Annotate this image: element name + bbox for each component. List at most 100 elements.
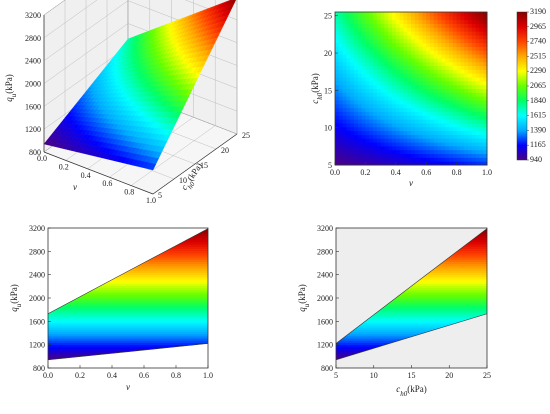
heatmap-cell xyxy=(373,96,378,101)
heatmap-cell xyxy=(346,38,351,44)
heatmap-cell xyxy=(445,57,450,63)
heatmap-cell xyxy=(350,96,355,101)
heatmap-cell xyxy=(380,153,385,158)
heatmap-cell xyxy=(395,99,401,105)
heatmap-cell xyxy=(452,88,458,93)
heatmap-cell xyxy=(380,80,385,86)
heatmap-cell xyxy=(376,12,382,17)
heatmap-cell xyxy=(399,142,404,147)
heatmap-cell xyxy=(456,99,461,105)
heatmap-cell xyxy=(361,12,366,17)
heatmap-cell xyxy=(335,145,340,151)
heatmap-cell xyxy=(445,77,450,82)
heatmap-cell xyxy=(395,19,401,24)
heatmap-cell xyxy=(449,61,454,67)
heatmap-cell xyxy=(475,157,480,162)
heatmap-cell xyxy=(479,96,484,101)
heatmap-cell xyxy=(418,138,423,143)
heatmap-cell xyxy=(384,142,389,147)
heatmap-cell xyxy=(407,57,412,63)
heatmap-cell xyxy=(346,115,351,120)
heatmap-cell xyxy=(479,157,484,162)
y-tick-label: 2000 xyxy=(317,294,333,303)
heatmap-cell xyxy=(338,65,344,70)
heatmap-cell xyxy=(464,19,469,24)
color-band xyxy=(336,320,487,324)
heatmap-cell xyxy=(456,122,461,128)
heatmap-cell xyxy=(357,27,363,32)
heatmap-cell xyxy=(456,96,461,101)
heatmap-cell xyxy=(433,88,439,93)
heatmap-cell xyxy=(350,15,355,21)
heatmap-cell xyxy=(342,73,347,78)
heatmap-cell xyxy=(418,88,423,93)
heatmap-cell xyxy=(380,38,385,44)
heatmap-cell xyxy=(407,31,412,36)
heatmap-cell xyxy=(392,142,397,147)
heatmap-cell xyxy=(407,111,412,116)
color-band xyxy=(336,307,487,311)
heatmap-cell xyxy=(376,126,382,132)
surface-patch xyxy=(149,163,157,171)
heatmap-cell xyxy=(357,130,363,135)
color-band xyxy=(336,289,487,293)
heatmap-cell xyxy=(460,65,465,70)
heatmap-cell xyxy=(471,54,477,59)
heatmap-cell xyxy=(479,38,484,44)
heatmap-cell xyxy=(411,115,416,120)
heatmap-cell xyxy=(479,92,484,97)
heatmap-cell xyxy=(346,34,351,40)
heatmap-cell xyxy=(346,134,351,139)
heatmap-cell xyxy=(441,111,446,116)
heatmap-cell xyxy=(399,61,404,67)
heatmap-cell xyxy=(338,153,344,158)
heatmap-cell xyxy=(479,145,484,151)
heatmap-cell xyxy=(483,99,488,105)
heatmap-cell xyxy=(354,96,359,101)
heatmap-cell xyxy=(357,149,363,155)
heatmap-cell xyxy=(471,126,477,132)
heatmap-cell xyxy=(445,107,450,112)
heatmap-cell xyxy=(338,122,344,128)
heatmap-cell xyxy=(422,77,427,82)
heatmap-cell xyxy=(384,46,389,51)
heatmap-cell xyxy=(449,31,454,36)
heatmap-cell xyxy=(403,161,408,166)
heatmap-cell xyxy=(456,88,461,93)
heatmap-cell xyxy=(392,153,397,158)
heatmap-cell xyxy=(475,149,480,155)
heatmap-cell xyxy=(426,111,431,116)
heatmap-cell xyxy=(350,73,355,78)
heatmap-cell xyxy=(468,46,473,51)
heatmap-cell xyxy=(354,92,359,97)
colorbar-tick-label: 1390 xyxy=(530,125,546,134)
heatmap-cell xyxy=(452,50,458,55)
heatmap-cell xyxy=(452,107,458,112)
heatmap-cell xyxy=(426,77,431,82)
heatmap-cell xyxy=(460,126,465,132)
heatmap-cell xyxy=(445,142,450,147)
heatmap-cell xyxy=(430,77,435,82)
heatmap-cell xyxy=(384,88,389,93)
color-band xyxy=(336,331,487,335)
heatmap-cell xyxy=(414,99,420,105)
heatmap-cell xyxy=(342,57,347,63)
heatmap-cell xyxy=(399,115,404,120)
heatmap-cell xyxy=(414,111,420,116)
heatmap-cell xyxy=(449,126,454,132)
heatmap-cell xyxy=(350,142,355,147)
heatmap-cell xyxy=(441,149,446,155)
heatmap-cell xyxy=(373,103,378,109)
heatmap-cell xyxy=(350,88,355,93)
heatmap-cell xyxy=(335,153,340,158)
y-tick-label: 1200 xyxy=(317,341,333,350)
heatmap-cell xyxy=(346,15,351,21)
x-tick-label: 0.0 xyxy=(43,371,53,380)
heatmap-cell xyxy=(407,130,412,135)
heatmap-cell xyxy=(399,103,404,109)
z-tick-label: 1200 xyxy=(25,125,41,134)
heatmap-cell xyxy=(437,77,442,82)
heatmap-cell xyxy=(338,80,344,86)
y-tick-label: 2000 xyxy=(29,294,45,303)
heatmap-cell xyxy=(369,122,374,128)
